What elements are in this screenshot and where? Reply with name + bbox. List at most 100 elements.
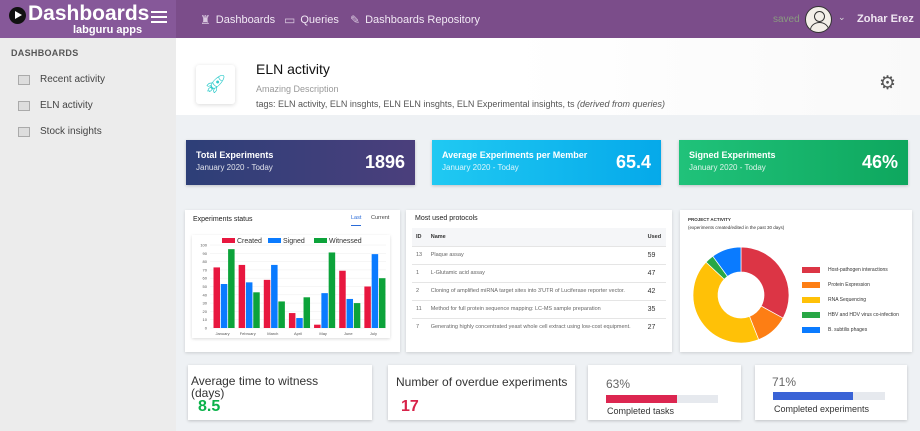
donut-slice [712,246,742,277]
app-subtitle: labguru apps [73,24,143,36]
y-tick-label: 30 [203,301,208,306]
table-row[interactable]: 2 Cloning of amplified miRNA target sites… [412,282,666,301]
nav-label: Dashboards [215,14,276,26]
table-row[interactable]: 11 Method for full protein sequence mappi… [412,300,666,319]
table-row[interactable]: 1 L-Glutamic acid assay 47 [412,264,666,283]
kpi-title: Average Experiments per Member [442,150,588,160]
user-name[interactable]: Zohar Erez [857,13,914,25]
bar-signed [321,293,328,328]
card-percent: 71% [772,375,797,389]
bar-witnessed [353,303,361,328]
table-row[interactable]: 7 Generating highly concentrated yeast wh… [412,318,666,336]
y-tick-label: 80 [203,259,208,264]
bar-created [314,324,321,328]
table-row[interactable]: 13 Plaque assay 59 [412,246,666,265]
bar-created [213,267,220,328]
y-tick-label: 60 [203,276,208,281]
bar-created [263,279,271,328]
x-tick-label: March [267,331,278,336]
legend-item: RNA Sequencing [802,297,899,303]
logo[interactable]: Dashboards labguru apps [0,0,176,38]
column-header[interactable]: ID [412,228,427,247]
save-status: saved [773,14,800,25]
tab-last[interactable]: Last [351,215,362,226]
legend-item: HBV and HDV virus co-infection [802,312,899,318]
panel-title: Most used protocols [415,215,478,222]
progress-bar [773,392,885,400]
app-title: Dashboards [28,2,150,25]
page-title: ELN activity [256,61,330,77]
card-title: Average time to witness (days) [191,374,319,400]
completed-tasks-card: 63% Completed tasks [588,365,741,420]
overdue-card: Number of overdue experiments 17 [388,365,575,420]
sidebar-item-label: ELN activity [40,100,93,111]
gear-icon[interactable]: ⚙ [879,73,897,94]
legend-swatch [802,327,820,333]
cell-id: 2 [412,282,427,301]
legend-label: Protein Expression [828,282,870,288]
sidebar-item-eln-activity[interactable]: ELN activity [18,100,93,111]
cell-used: 42 [643,282,666,301]
legend-swatch [314,238,327,243]
bar-signed [346,298,354,328]
progress-fill [606,395,677,403]
project-activity-panel: PROJECT ACTIVITY (experiments created/ed… [680,210,912,352]
legend-swatch [802,267,820,273]
sidebar [0,38,176,431]
kpi-signed-experiments: Signed Experiments January 2020 - Today 46… [679,140,908,185]
legend-label: Created [237,238,262,245]
kpi-subtitle: January 2020 - Today [442,163,519,172]
legend-label: B. subtilis phages [828,327,868,333]
pie-subtitle: (experiments created/edited in the past … [688,225,785,230]
legend-item: B. subtilis phages [802,327,899,333]
bar-witnessed [378,278,386,328]
kpi-subtitle: January 2020 - Today [196,163,273,172]
y-tick-label: 70 [203,267,208,272]
cell-id: 1 [412,264,427,283]
cell-used: 47 [643,264,666,283]
donut-slice [692,261,760,344]
experiments-status-panel: Experiments status Last Current 0 10 20 30 4… [185,210,400,352]
bar-chart: 0 10 20 30 40 50 60 70 80 90 100 January February Mar… [200,238,386,336]
sidebar-item-stock-insights[interactable]: Stock insights [18,126,102,137]
nav-dashboards-repository[interactable]: ✎ Dashboards Repository [350,13,480,27]
bar-witnessed [253,292,260,328]
page-description: Amazing Description [256,84,339,94]
play-icon [9,7,26,24]
legend-swatch [802,312,820,318]
kpi-title: Total Experiments [196,150,274,160]
column-header[interactable]: Used [643,228,666,247]
hamburger-menu-icon[interactable] [151,11,167,23]
nav-label: Dashboards Repository [365,14,481,26]
monitor-icon: ▭ [284,13,296,27]
protocols-table: ID Name Used 13 Plaque assay 59 1 L-Glutamic ac… [412,228,666,336]
legend-swatch [802,297,820,303]
cell-name: Plaque assay [426,246,644,265]
sidebar-item-recent-activity[interactable]: Recent activity [18,74,105,85]
progress-bar [606,395,718,403]
y-tick-label: 40 [203,292,208,297]
witness-time-card: Average time to witness (days) 8.5 [188,365,372,420]
chess-rook-icon: ♜ [200,13,211,27]
chevron-down-icon[interactable]: ⌄ [838,12,846,22]
pie-legend: Host-pathogen interactions Protein Expres… [802,267,899,342]
tags-note: (derived from queries) [576,99,666,109]
kpi-value: 1896 [364,152,405,172]
dashboard-header [176,38,920,115]
bar-signed [371,254,379,328]
cell-name: L-Glutamic acid assay [426,264,644,283]
nav-queries[interactable]: ▭ Queries [284,13,339,27]
bar-signed [245,282,253,328]
dashboard-icon [18,100,30,111]
legend-swatch [802,282,820,288]
bar-signed [271,264,278,328]
avatar[interactable] [805,6,832,33]
column-header[interactable]: Name [426,228,644,247]
dashboard-icon [18,126,30,137]
rocket-icon: 🚀︎ [196,65,235,104]
tab-current[interactable]: Current [371,215,390,221]
bar-signed [296,318,303,328]
legend-item: Protein Expression [802,282,899,288]
donut-slice [740,246,790,319]
nav-dashboards[interactable]: ♜ Dashboards [200,13,275,27]
